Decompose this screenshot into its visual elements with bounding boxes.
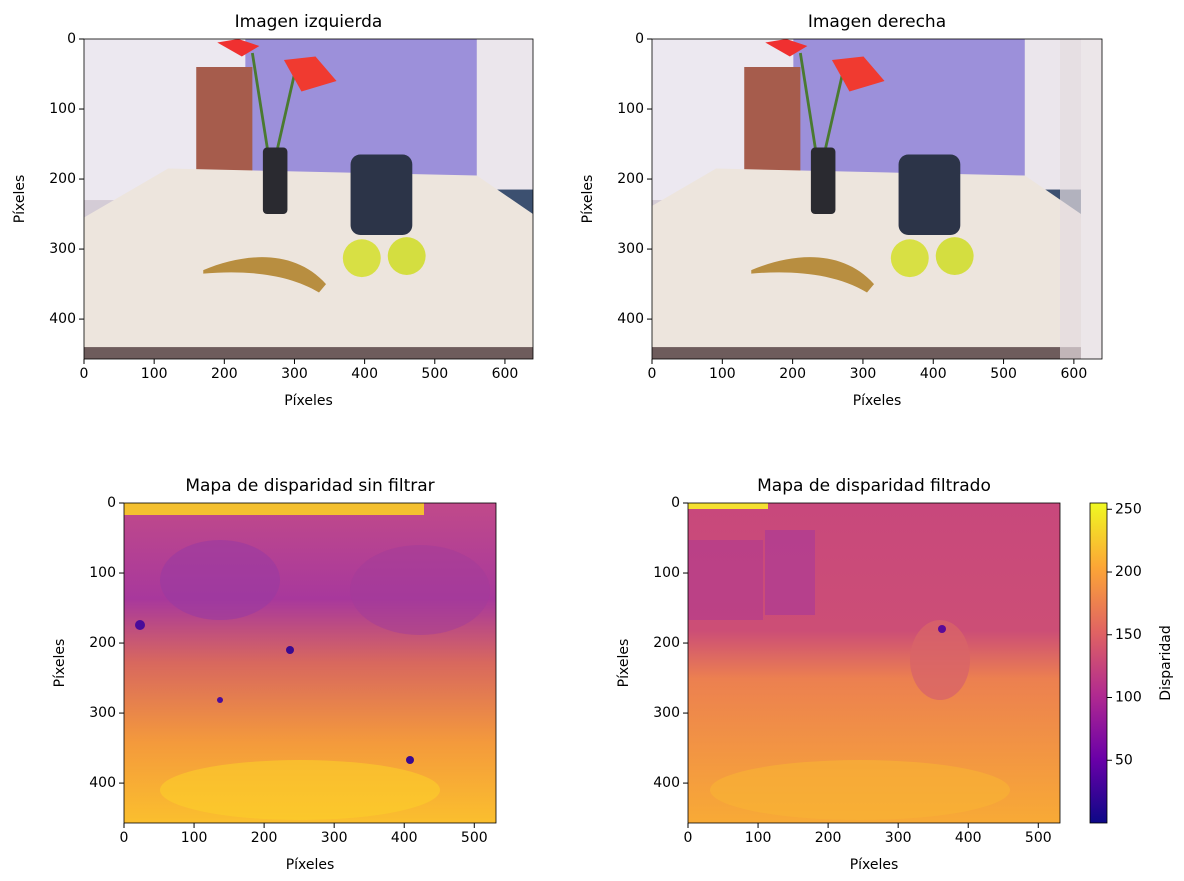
y-axis-label: Píxeles [580,175,596,224]
x-tick-label: 0 [684,830,693,846]
y-tick-label: 100 [89,565,116,581]
y-axis-label: Píxeles [52,639,68,688]
x-tick-label: 400 [955,830,982,846]
x-tick-label: 100 [141,366,168,382]
colorbar-label: Disparidad [1158,625,1174,700]
x-axis-label: Píxeles [850,857,899,873]
y-tick-label: 0 [107,495,116,511]
x-tick-label: 300 [281,366,308,382]
axes-title: Mapa de disparidad sin filtrar [185,476,434,496]
colorbar-tick-label: 250 [1115,501,1142,517]
x-tick-label: 400 [391,830,418,846]
axes-title: Mapa de disparidad filtrado [757,476,991,496]
right-image [632,39,1102,359]
x-tick-label: 200 [779,366,806,382]
axes-title: Imagen derecha [808,12,946,32]
y-tick-label: 100 [617,101,644,117]
x-tick-label: 200 [211,366,238,382]
x-tick-label: 600 [492,366,519,382]
y-tick-label: 100 [653,565,680,581]
y-tick-label: 200 [49,171,76,187]
y-tick-label: 0 [635,31,644,47]
x-axis-label: Píxeles [853,393,902,409]
y-tick-label: 200 [617,171,644,187]
x-tick-label: 100 [709,366,736,382]
left-image [84,39,533,359]
colorbar [1090,503,1107,823]
disparity-filtered [688,503,1060,823]
x-tick-label: 200 [251,830,278,846]
colorbar-tick-label: 100 [1115,690,1142,706]
x-tick-label: 0 [120,830,129,846]
colorbar-tick-label: 200 [1115,564,1142,580]
x-tick-label: 300 [850,366,877,382]
y-tick-label: 400 [89,775,116,791]
axes-title: Imagen izquierda [235,12,383,32]
x-tick-label: 200 [815,830,842,846]
y-tick-label: 200 [89,635,116,651]
y-tick-label: 300 [617,241,644,257]
y-tick-label: 300 [49,241,76,257]
y-tick-label: 400 [653,775,680,791]
y-tick-label: 0 [67,31,76,47]
x-tick-label: 300 [321,830,348,846]
disparity-raw [124,503,496,823]
x-tick-label: 100 [181,830,208,846]
y-tick-label: 300 [89,705,116,721]
colorbar-tick-label: 50 [1115,752,1133,768]
x-tick-label: 600 [1061,366,1088,382]
x-tick-label: 300 [885,830,912,846]
x-tick-label: 400 [920,366,947,382]
x-tick-label: 100 [745,830,772,846]
x-tick-label: 500 [990,366,1017,382]
x-axis-label: Píxeles [284,393,333,409]
x-tick-label: 0 [648,366,657,382]
y-tick-label: 400 [617,311,644,327]
x-tick-label: 500 [421,366,448,382]
y-tick-label: 0 [671,495,680,511]
y-axis-label: Píxeles [12,175,28,224]
y-tick-label: 300 [653,705,680,721]
x-tick-label: 0 [80,366,89,382]
y-tick-label: 400 [49,311,76,327]
x-tick-label: 400 [351,366,378,382]
x-tick-label: 500 [1025,830,1052,846]
figure: Imagen izquierda Píxeles Píxeles 0 100 200 300… [0,0,1184,877]
y-tick-label: 100 [49,101,76,117]
x-tick-label: 500 [461,830,488,846]
y-axis-label: Píxeles [616,639,632,688]
x-axis-label: Píxeles [286,857,335,873]
colorbar-tick-label: 150 [1115,627,1142,643]
y-tick-label: 200 [653,635,680,651]
